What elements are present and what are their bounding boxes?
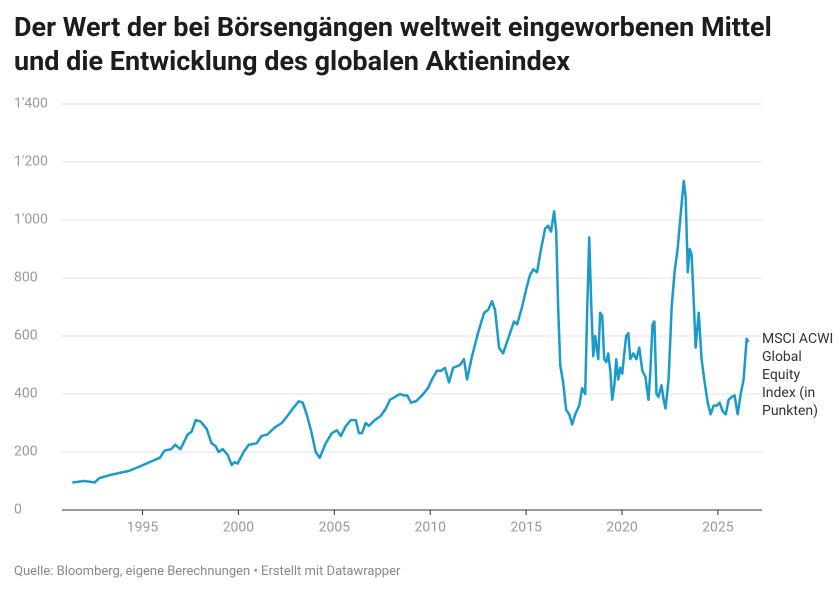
series-label: MSCI ACWI Global Equity Index (in Punkte…: [762, 331, 834, 419]
y-tick-label: 600: [14, 328, 38, 344]
y-tick-label: 1'400: [14, 96, 48, 112]
y-tick-label: 0: [14, 502, 22, 518]
x-tick-label: 2000: [223, 520, 255, 536]
chart-title: Der Wert der bei Börsengängen weltweit e…: [14, 11, 772, 77]
x-tick-label: 1995: [127, 520, 159, 536]
x-tick-label: 2025: [702, 520, 734, 536]
x-tick-label: 2005: [319, 520, 351, 536]
y-tick-label: 1'000: [14, 212, 48, 228]
y-tick-label: 400: [14, 386, 38, 402]
y-tick-label: 1'200: [14, 154, 48, 170]
line: [72, 179, 750, 484]
x-tick-label: 2010: [414, 520, 446, 536]
source-note: Quelle: Bloomberg, eigene Berechnungen •…: [14, 564, 401, 579]
y-tick-label: 800: [14, 270, 38, 286]
x-tick-label: 2020: [606, 520, 638, 536]
y-tick-label: 200: [14, 444, 38, 460]
x-tick-label: 2015: [510, 520, 542, 536]
